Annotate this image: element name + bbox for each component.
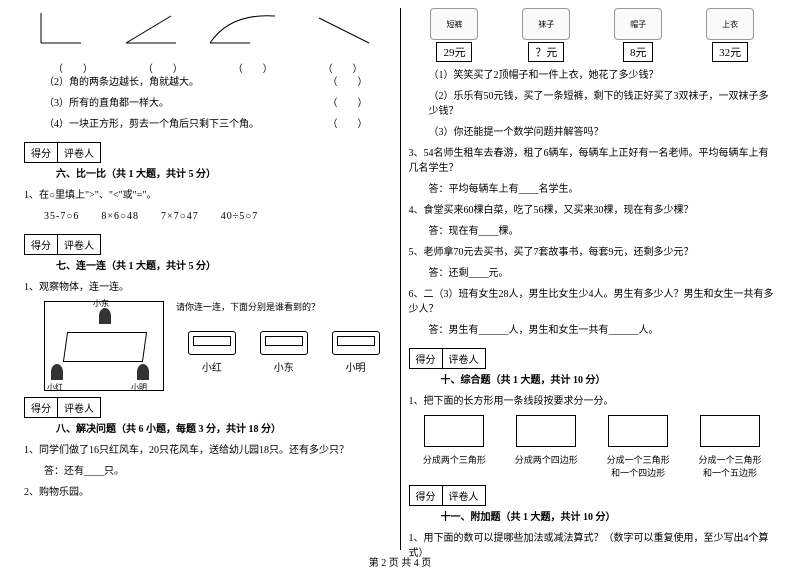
observation-scene: 小东 小红 小明: [44, 301, 164, 391]
price-tag: 29元: [436, 42, 472, 62]
q4: 4、食堂买来60棵白菜，吃了56棵，又买来30棵，现在有多少棵？: [409, 203, 777, 218]
section-11-title: 十一、附加题（共 1 大题，共计 10 分）: [441, 512, 616, 523]
rect: [516, 415, 576, 447]
statement-3: （3）所有的直角都一样大。（ ）: [24, 96, 392, 111]
statement-4: （4）一块正方形，剪去一个角后只剩下三个角。（ ）: [24, 117, 392, 132]
q6: 6、二（3）班有女生28人，男生比女生少4人。男生有多少人？男生和女生一共有多少…: [409, 287, 777, 317]
socks-icon: 袜子: [522, 8, 570, 40]
bus-icon: [188, 331, 236, 355]
bus-icon: [260, 331, 308, 355]
rect: [608, 415, 668, 447]
paren: （ ）: [233, 60, 273, 75]
a4: 答：现在有____棵。: [409, 224, 777, 239]
q2-1: （1）笑笑买了2顶帽子和一件上衣，她花了多少钱？: [409, 68, 777, 83]
section-8-header: 得分评卷人: [24, 393, 392, 420]
section-10-title: 十、综合题（共 1 大题，共计 10 分）: [441, 375, 606, 386]
paren: （ ）: [323, 60, 363, 75]
sec10-instr: 1、把下面的长方形用一条线段按要求分一分。: [409, 394, 777, 409]
sec8-q2: 2、购物乐园。: [24, 485, 392, 500]
section-11-header: 得分评卷人: [409, 481, 777, 508]
sec8-q1: 1、同学们做了16只红风车，20只花风车，送给幼儿园18只。还有多少只？: [24, 443, 392, 458]
sec6-instr: 1、在○里填上">"、"<"或"="。: [24, 188, 392, 203]
section-10-header: 得分评卷人: [409, 344, 777, 371]
a3: 答：平均每辆车上有____名学生。: [409, 182, 777, 197]
q5: 5、老师拿70元去买书，买了7套故事书，每套9元，还剩多少元？: [409, 245, 777, 260]
angle-shapes: [24, 8, 392, 56]
shorts-icon: 短裤: [430, 8, 478, 40]
rect: [700, 415, 760, 447]
observation-block: 小东 小红 小明 请你连一连，下面分别是谁看到的？ 小红 小东 小明: [24, 301, 392, 391]
section-6-title: 六、比一比（共 1 大题，共计 5 分）: [56, 169, 216, 180]
hat-icon: 帽子: [614, 8, 662, 40]
q2-2: （2）乐乐有50元钱，买了一条短裤，剩下的钱正好买了3双袜子，一双袜子多少钱？: [409, 89, 777, 119]
a6: 答：男生有______人，男生和女生一共有______人。: [409, 323, 777, 338]
rect-labels: 分成两个三角形 分成两个四边形 分成一个三角形和一个四边形 分成一个三角形和一个…: [409, 453, 777, 479]
bus-icon: [332, 331, 380, 355]
section-8-title: 八、解决问题（共 6 小题，每题 3 分，共计 18 分）: [56, 424, 281, 435]
score-label: 得分: [25, 143, 58, 162]
rect: [424, 415, 484, 447]
grader-label: 评卷人: [58, 143, 100, 162]
paren: （ ）: [143, 60, 183, 75]
price-tag: 8元: [623, 42, 654, 62]
price-row: 短裤29元 袜子？元 帽子8元 上衣32元: [409, 8, 777, 62]
q3: 3、54名师生租车去春游，租了6辆车，每辆车上正好有一名老师。平均每辆车上有几名…: [409, 146, 777, 176]
sec6-items: 35-7○6 8×6○48 7×7○47 40÷5○7: [24, 209, 392, 224]
section-7-header: 得分评卷人: [24, 230, 392, 257]
q2-3: （3）你还能提一个数学问题并解答吗？: [409, 125, 777, 140]
price-tag: ？元: [528, 42, 564, 62]
sec11-instr: 1、用下面的数可以提哪些加法或减法算式？（数字可以重复使用，至少写出4个算式）: [409, 531, 777, 561]
sec7-prompt: 请你连一连，下面分别是谁看到的？: [176, 301, 392, 315]
paren-row: （ ） （ ） （ ） （ ）: [24, 60, 392, 75]
shirt-icon: 上衣: [706, 8, 754, 40]
price-tag: 32元: [712, 42, 748, 62]
sec8-a1: 答：还有____只。: [24, 464, 392, 479]
statement-2: （2）角的两条边越长，角就越大。（ ）: [24, 75, 392, 90]
a5: 答：还剩____元。: [409, 266, 777, 281]
section-6-header: 得分评卷人: [24, 138, 392, 165]
paren: （ ）: [53, 60, 93, 75]
rectangles: [409, 415, 777, 447]
right-column: 短裤29元 袜子？元 帽子8元 上衣32元 （1）笑笑买了2顶帽子和一件上衣，她…: [401, 8, 785, 550]
left-column: （ ） （ ） （ ） （ ） （2）角的两条边越长，角就越大。（ ） （3）所…: [16, 8, 401, 550]
buses: [176, 331, 392, 355]
bus-labels: 小红 小东 小明: [176, 359, 392, 374]
sec7-instr: 1、观察物体，连一连。: [24, 280, 392, 295]
section-7-title: 七、连一连（共 1 大题，共计 5 分）: [56, 261, 216, 272]
